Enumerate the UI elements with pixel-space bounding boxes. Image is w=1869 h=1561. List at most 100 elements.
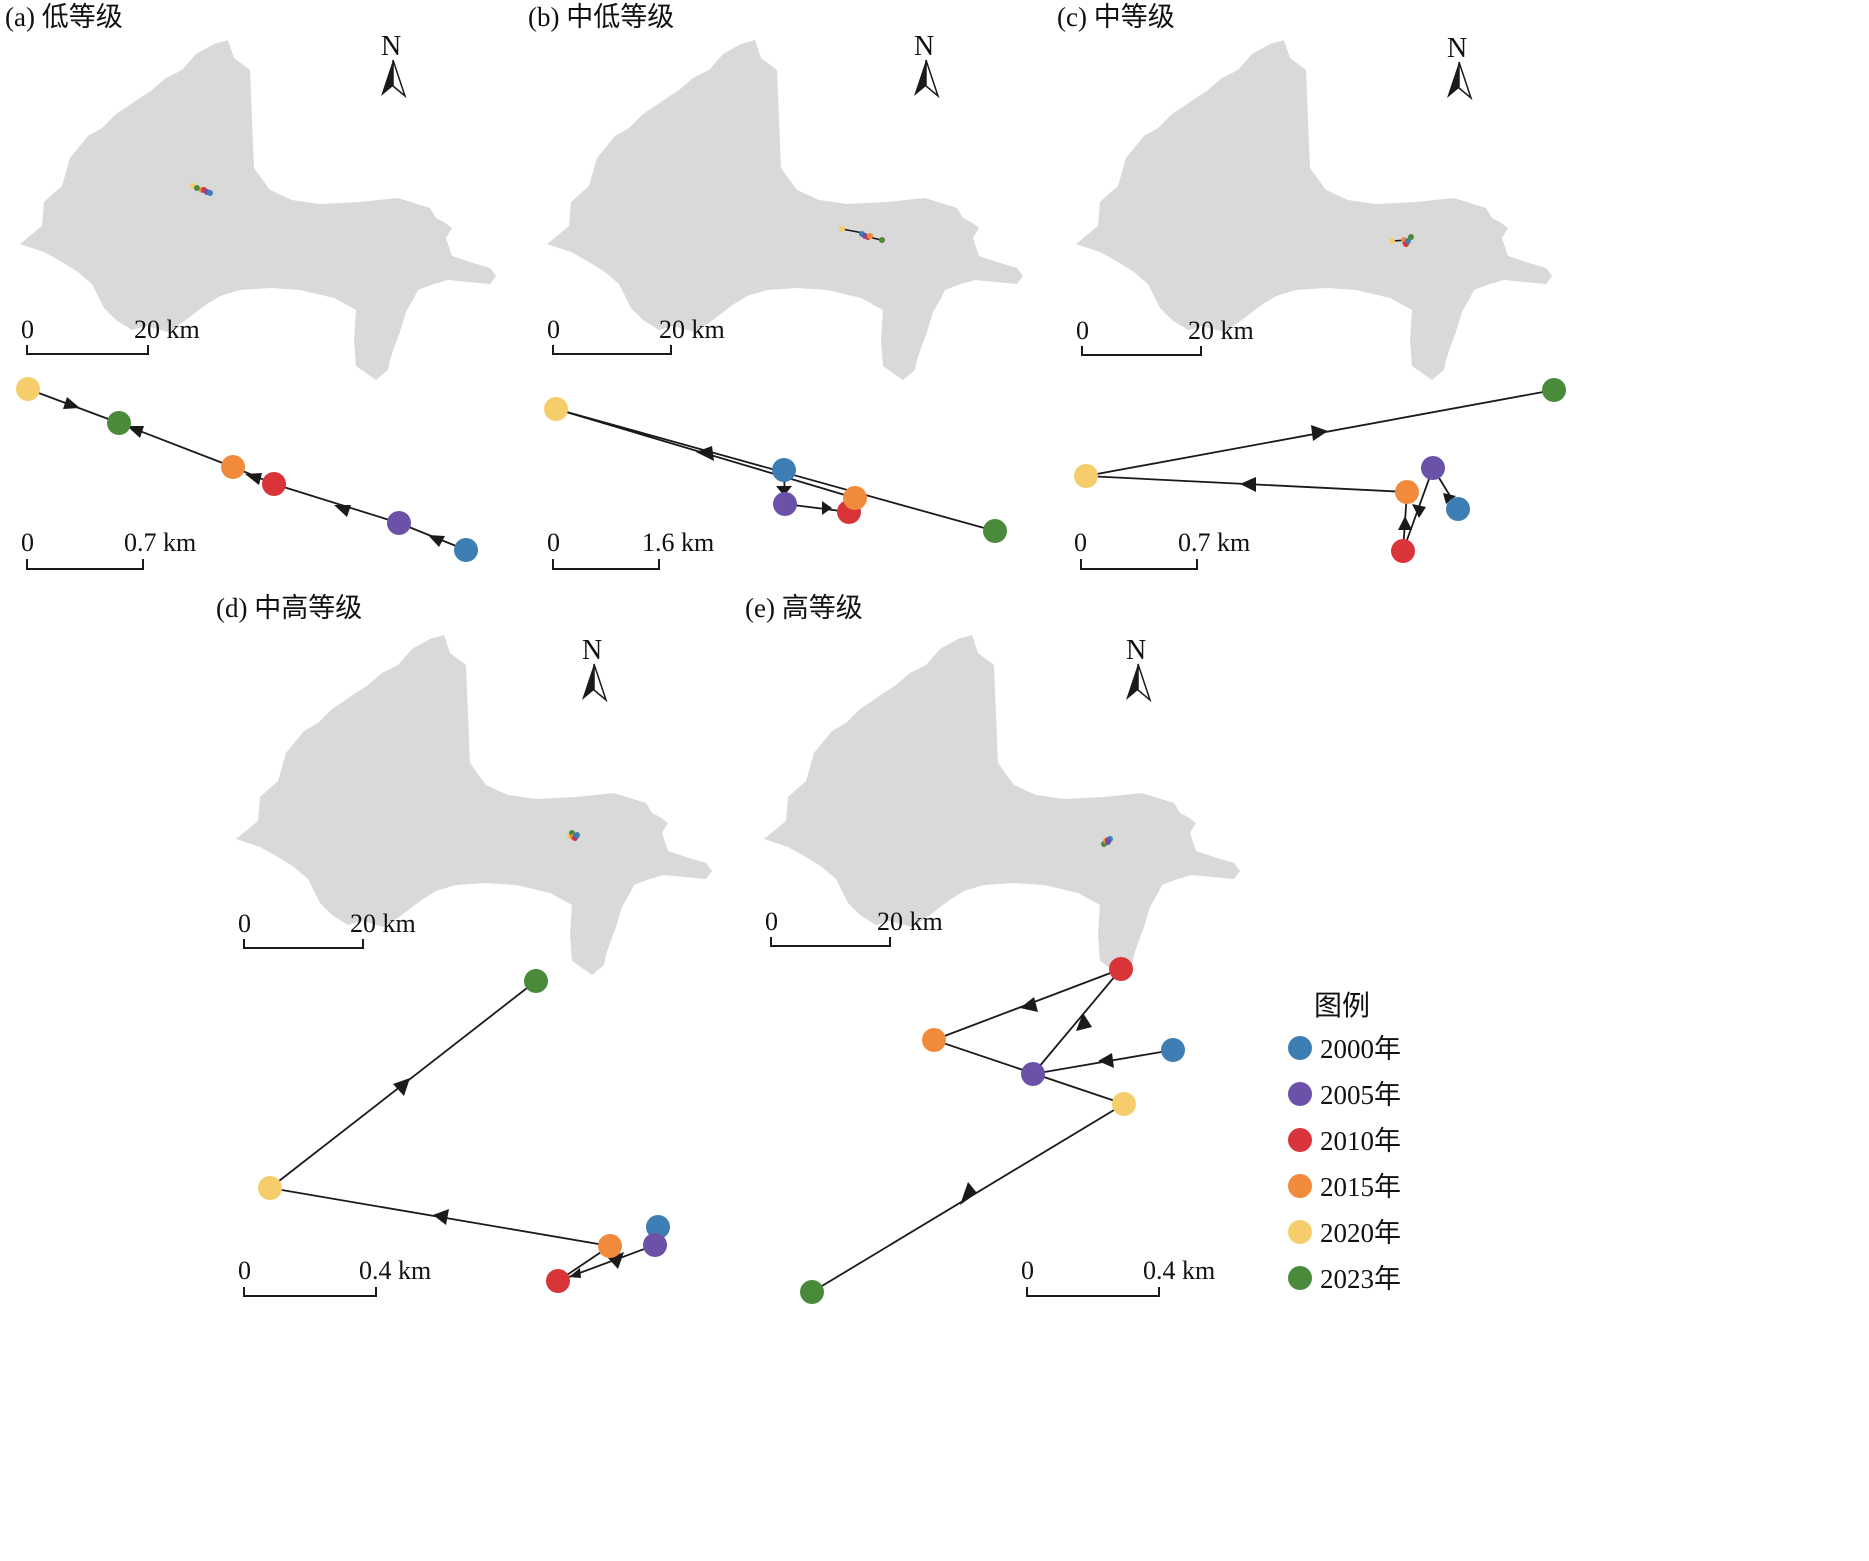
svg-text:N: N xyxy=(1126,635,1146,666)
legend-item-2010: 2010年 xyxy=(1288,1126,1401,1156)
panel-a-title: (a) 低等级 xyxy=(5,2,123,32)
point-2015 xyxy=(843,486,867,510)
svg-text:0: 0 xyxy=(1076,316,1089,345)
point-2020 xyxy=(16,377,40,401)
svg-text:20 km: 20 km xyxy=(659,315,725,344)
point-2000 xyxy=(646,1215,670,1239)
panel-d-trajectory xyxy=(258,969,670,1293)
point-2005 xyxy=(387,511,411,535)
panel-c-overview-scale-bar: 0 20 km xyxy=(1076,316,1254,356)
legend-item-2000: 2000年 xyxy=(1288,1034,1401,1064)
legend-item-2020: 2020年 xyxy=(1288,1218,1401,1248)
svg-text:0: 0 xyxy=(1074,528,1087,557)
svg-text:0.7 km: 0.7 km xyxy=(1178,528,1250,557)
point-2020 xyxy=(544,397,568,421)
svg-text:2015年: 2015年 xyxy=(1320,1172,1401,1202)
panel-e-overview-centroids xyxy=(1101,836,1113,847)
svg-text:20 km: 20 km xyxy=(877,907,943,936)
svg-text:0: 0 xyxy=(21,528,34,557)
point-2015 xyxy=(922,1028,946,1052)
panel-c-title: (c) 中等级 xyxy=(1057,2,1175,32)
panel-d-overview-centroids xyxy=(567,830,580,841)
north-arrow: N xyxy=(914,31,940,99)
point-2023 xyxy=(800,1280,824,1304)
legend-item-2023: 2023年 xyxy=(1288,1264,1401,1294)
svg-text:0: 0 xyxy=(547,315,560,344)
svg-text:0.4 km: 0.4 km xyxy=(1143,1256,1215,1285)
legend-item-2005: 2005年 xyxy=(1288,1080,1401,1110)
panel-e-title: (e) 高等级 xyxy=(745,593,863,623)
point-2010 xyxy=(1109,957,1133,981)
north-arrow: N xyxy=(1447,33,1473,101)
panel-e-overview-scale-bar: 0 20 km xyxy=(765,907,943,947)
svg-text:0.7 km: 0.7 km xyxy=(124,528,196,557)
panel-b: (b) 中低等级 N 0 20 km 0 1.6 km xyxy=(528,2,1023,570)
panel-d: (d) 中高等级 N 0 20 km 0 0.4 km xyxy=(216,593,712,1297)
svg-text:0: 0 xyxy=(1021,1256,1034,1285)
panel-b-overview-region xyxy=(547,40,1023,380)
svg-text:0: 0 xyxy=(238,1256,251,1285)
svg-text:2023年: 2023年 xyxy=(1320,1264,1401,1294)
panel-b-detail-scale-bar: 0 1.6 km xyxy=(547,528,714,570)
panel-c-overview-region xyxy=(1076,40,1552,380)
svg-text:0: 0 xyxy=(21,315,34,344)
legend-title: 图例 xyxy=(1314,990,1370,1022)
point-2000 xyxy=(1446,497,1470,521)
point-2000 xyxy=(1161,1038,1185,1062)
panel-b-trajectory xyxy=(544,397,1007,543)
svg-text:N: N xyxy=(1447,33,1467,64)
point-2010 xyxy=(546,1269,570,1293)
point-2000 xyxy=(772,458,796,482)
panel-a: (a) 低等级 N 0 20 km 0 0.7 km xyxy=(5,2,496,570)
panel-e-detail-scale-bar: 0 0.4 km xyxy=(1021,1256,1215,1297)
panel-a-detail-scale-bar: 0 0.7 km xyxy=(21,528,196,570)
svg-text:2010年: 2010年 xyxy=(1320,1126,1401,1156)
point-2005 xyxy=(1021,1062,1045,1086)
svg-text:20 km: 20 km xyxy=(134,315,200,344)
panel-e-overview-region xyxy=(764,635,1240,975)
point-2023 xyxy=(524,969,548,993)
svg-text:0: 0 xyxy=(547,528,560,557)
point-2010 xyxy=(262,472,286,496)
point-2023 xyxy=(983,519,1007,543)
north-arrow: N xyxy=(381,31,407,99)
panel-a-overview-region xyxy=(20,40,496,380)
panel-d-overview-scale-bar: 0 20 km xyxy=(238,909,416,949)
panel-b-overview-scale-bar: 0 20 km xyxy=(547,315,725,355)
point-2023 xyxy=(1542,378,1566,402)
svg-text:2000年: 2000年 xyxy=(1320,1034,1401,1064)
point-2020 xyxy=(258,1176,282,1200)
svg-text:2020年: 2020年 xyxy=(1320,1218,1401,1248)
svg-text:0: 0 xyxy=(238,909,251,938)
point-2015 xyxy=(1395,480,1419,504)
point-2010 xyxy=(1391,539,1415,563)
panel-d-detail-scale-bar: 0 0.4 km xyxy=(238,1256,431,1297)
legend: 图例 2000年 2005年 2010年 2015年 2020年 2023年 xyxy=(1288,990,1401,1294)
point-2015 xyxy=(221,455,245,479)
panel-a-overview-centroids xyxy=(190,183,213,196)
panel-d-title: (d) 中高等级 xyxy=(216,593,362,623)
panel-b-overview-centroids xyxy=(839,226,885,243)
point-2015 xyxy=(598,1234,622,1258)
point-2005 xyxy=(643,1233,667,1257)
point-2005 xyxy=(1421,456,1445,480)
panel-e: (e) 高等级 N 0 20 km 0 0.4 km xyxy=(745,593,1240,1304)
svg-text:0.4 km: 0.4 km xyxy=(359,1256,431,1285)
panel-b-title: (b) 中低等级 xyxy=(528,2,674,32)
north-arrow: N xyxy=(1126,635,1152,703)
panel-c-trajectory xyxy=(1074,378,1566,563)
point-2020 xyxy=(1112,1092,1136,1116)
north-label: N xyxy=(381,31,401,62)
svg-text:1.6 km: 1.6 km xyxy=(642,528,714,557)
panel-d-overview-region xyxy=(236,635,712,975)
point-2000 xyxy=(454,538,478,562)
svg-text:2005年: 2005年 xyxy=(1320,1080,1401,1110)
panel-a-overview-scale-bar: 0 20 km xyxy=(21,315,200,355)
point-2023 xyxy=(107,411,131,435)
point-2005 xyxy=(773,492,797,516)
panel-c-detail-scale-bar: 0 0.7 km xyxy=(1074,528,1250,570)
north-arrow: N xyxy=(582,635,608,703)
svg-text:N: N xyxy=(914,31,934,62)
